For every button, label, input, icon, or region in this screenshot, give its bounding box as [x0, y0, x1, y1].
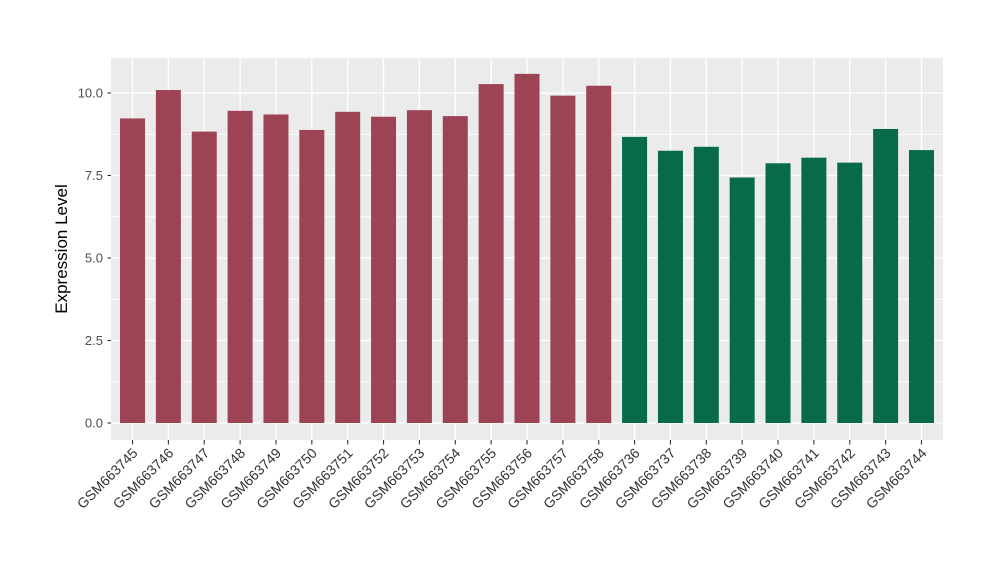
y-tick-label: 10.0 [78, 86, 103, 101]
bar-GSM663748 [227, 110, 253, 423]
bar-GSM663736 [622, 136, 648, 423]
bar-GSM663746 [155, 90, 181, 423]
bar-GSM663747 [191, 131, 217, 424]
bar-GSM663738 [693, 146, 719, 424]
bar-GSM663744 [908, 150, 934, 423]
bar-GSM663741 [801, 157, 827, 423]
bar-GSM663757 [550, 95, 576, 423]
y-tick-label: 5.0 [85, 251, 103, 266]
bar-GSM663745 [120, 118, 146, 423]
y-axis-title: Expression Level [52, 184, 71, 313]
bar-GSM663737 [657, 150, 683, 423]
bar-GSM663751 [335, 111, 361, 423]
bar-GSM663753 [406, 110, 432, 423]
y-tick-label: 0.0 [85, 416, 103, 431]
y-tick-label: 7.5 [85, 168, 103, 183]
bar-GSM663756 [514, 73, 540, 424]
bar-GSM663750 [299, 129, 325, 423]
bar-GSM663743 [873, 128, 899, 423]
bar-GSM663749 [263, 114, 289, 423]
bar-GSM663752 [371, 116, 397, 423]
y-tick-label: 2.5 [85, 333, 103, 348]
bar-GSM663742 [837, 162, 863, 423]
bar-GSM663740 [765, 163, 791, 424]
bar-GSM663754 [442, 116, 468, 423]
bar-GSM663755 [478, 84, 504, 423]
bar-GSM663758 [586, 85, 612, 424]
bar-GSM663739 [729, 177, 755, 423]
